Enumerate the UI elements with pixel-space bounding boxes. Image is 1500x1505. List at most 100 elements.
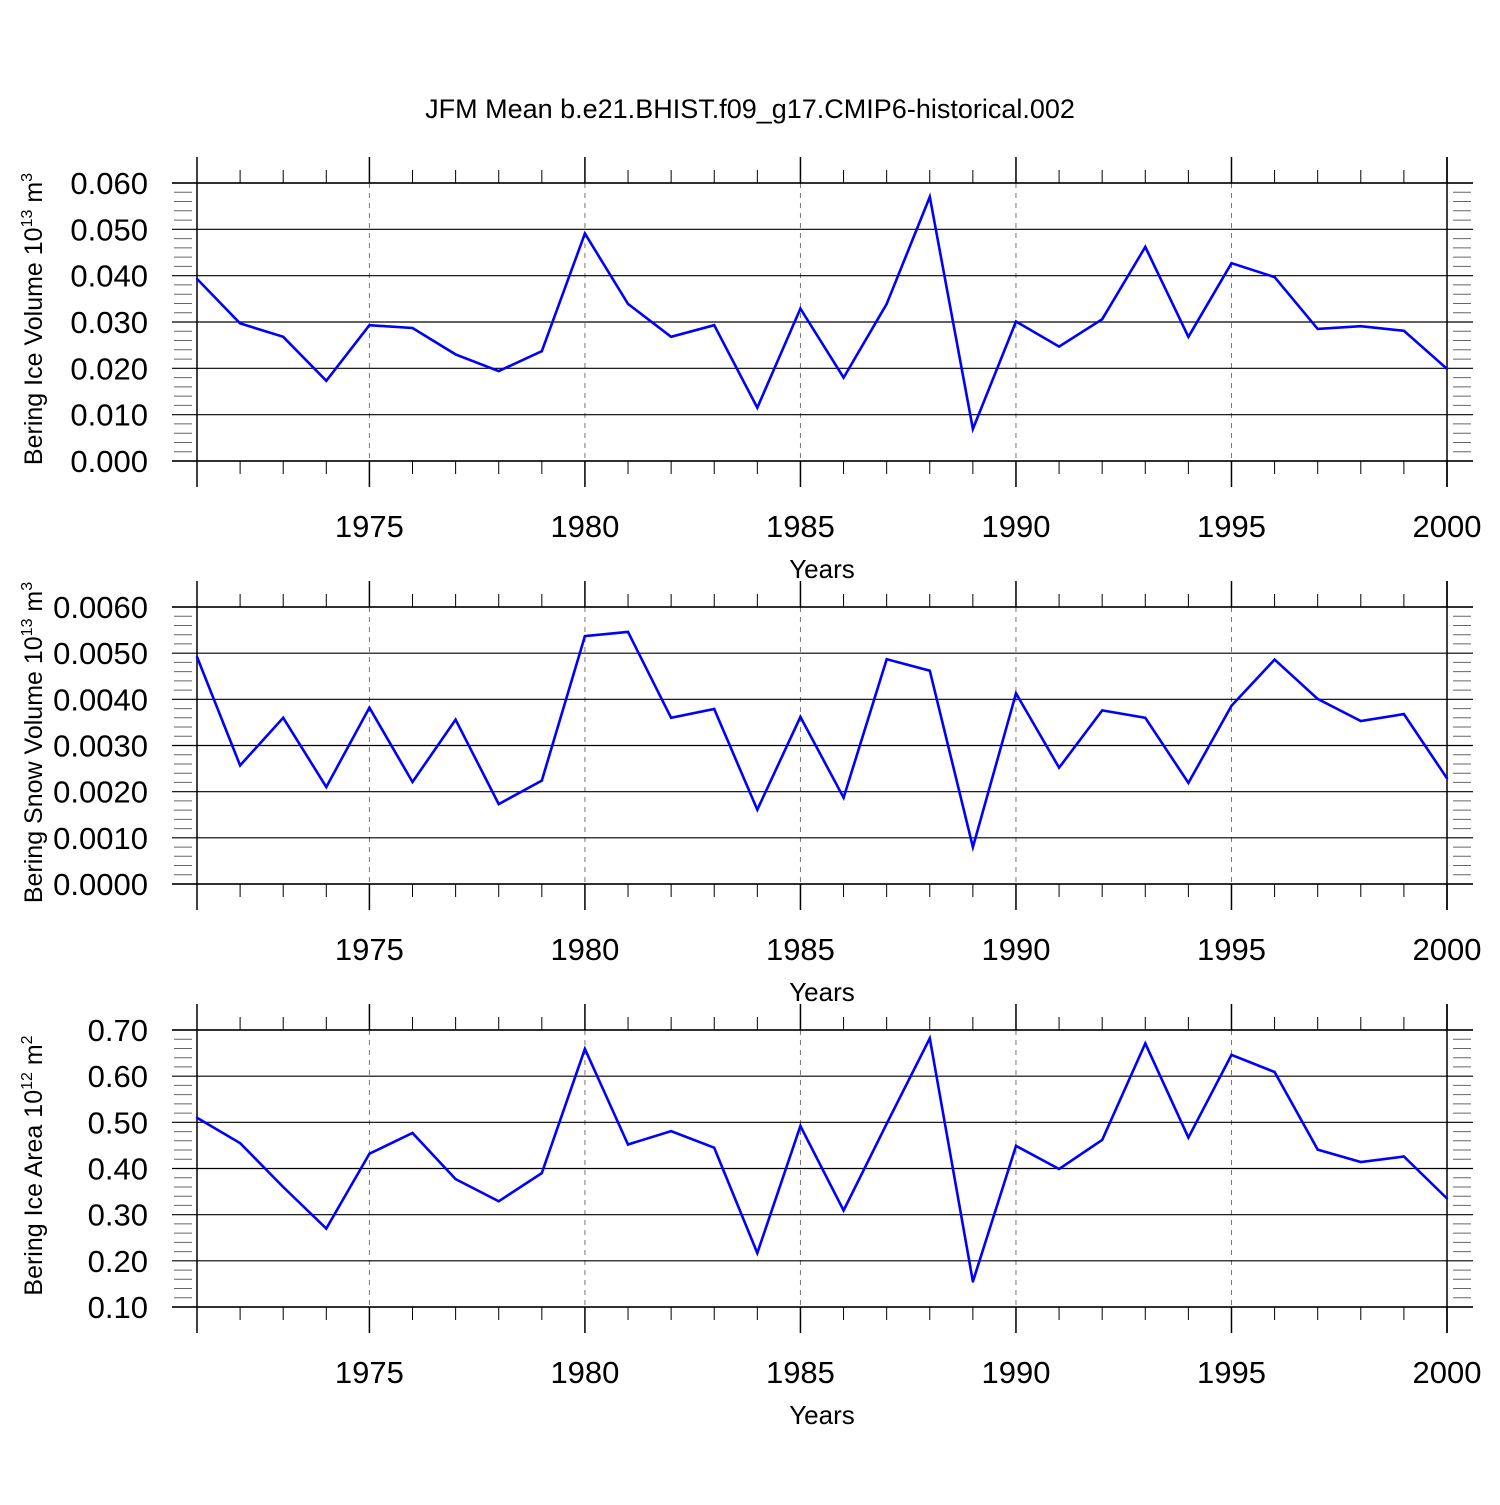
y-tick-label: 0.30 (88, 1198, 148, 1233)
data-point (1230, 704, 1233, 707)
data-point (1316, 697, 1319, 701)
data-point (238, 764, 242, 767)
y-tick-label: 0.050 (70, 212, 148, 247)
data-point (842, 376, 845, 379)
panel-2: 0.0000 0.0010 0.0020 0.0030 0.0040 0.0050 0.00… (19, 581, 1481, 1007)
y-axis-label-part: Bering Ice Volume 10 (20, 227, 48, 465)
y-tick-label: 0.10 (88, 1290, 148, 1325)
data-point (1445, 367, 1449, 370)
data-point (756, 808, 759, 811)
data-point (842, 1209, 845, 1212)
y-axis-label-superscript: 13 (19, 210, 36, 228)
data-point (1014, 320, 1018, 323)
y-axis-label-part: Bering Snow Volume 10 (20, 636, 48, 903)
data-point (282, 716, 285, 719)
data-point (1402, 329, 1406, 333)
y-tick-label: 0.50 (88, 1105, 148, 1140)
data-point (1316, 327, 1319, 331)
data-point (928, 195, 931, 199)
data-point (368, 706, 371, 709)
data-point (1187, 781, 1190, 785)
x-tick-label: 1995 (1197, 509, 1266, 544)
data-point (669, 335, 673, 339)
data-point (325, 379, 328, 383)
data-point (1057, 345, 1061, 348)
data-point (669, 1129, 673, 1133)
data-point (626, 302, 630, 306)
data-point (669, 716, 673, 719)
data-point (1359, 324, 1362, 328)
data-point (1230, 1053, 1233, 1057)
data-point (885, 1122, 888, 1125)
x-axis-label: Years (789, 1400, 855, 1430)
y-tick-label: 0.40 (88, 1152, 148, 1187)
y-tick-label: 0.0030 (53, 729, 148, 764)
data-point (1273, 275, 1276, 279)
data-point (1445, 777, 1449, 780)
x-tick-label: 1980 (550, 509, 619, 544)
data-point (1144, 245, 1147, 249)
panel-1: 0.000 0.010 0.020 0.030 0.040 0.050 0.060 1975 1… (19, 157, 1481, 584)
data-point (756, 406, 759, 409)
data-point (1187, 335, 1190, 339)
data-point (971, 427, 975, 431)
data-point (1144, 716, 1147, 719)
data-point (756, 1251, 759, 1255)
x-tick-label: 1990 (981, 1355, 1050, 1390)
data-point (583, 634, 587, 638)
data-point (282, 1185, 285, 1189)
y-tick-label: 0.040 (70, 259, 148, 294)
y-tick-label: 0.70 (88, 1013, 148, 1048)
y-axis-label-superscript: 13 (19, 618, 36, 636)
data-point (799, 307, 802, 310)
y-axis-label: Bering Ice Area 1012 m2 (19, 1035, 48, 1295)
data-point (971, 845, 975, 849)
x-tick-label: 2000 (1413, 1355, 1482, 1390)
x-tick-label: 1985 (766, 509, 835, 544)
y-tick-label: 0.010 (70, 398, 148, 433)
data-point (497, 802, 500, 806)
data-point (454, 353, 457, 356)
x-tick-label: 1975 (335, 509, 404, 544)
y-tick-label: 0.060 (70, 166, 148, 201)
y-tick-label: 0.020 (70, 351, 148, 386)
data-point (799, 715, 802, 719)
y-axis-label-part: m (20, 591, 48, 619)
y-tick-label: 0.0020 (53, 775, 148, 810)
y-tick-label: 0.0040 (53, 682, 148, 717)
x-tick-label: 1985 (766, 1355, 835, 1390)
data-point (1273, 1070, 1276, 1074)
y-axis-label-part: m (20, 182, 48, 210)
data-point (325, 1227, 328, 1230)
x-tick-label: 1975 (335, 1355, 404, 1390)
x-tick-label: 2000 (1413, 509, 1482, 544)
data-point (368, 1152, 371, 1155)
data-point (626, 1143, 630, 1146)
series-line (196, 1034, 1448, 1282)
y-tick-label: 0.030 (70, 305, 148, 340)
data-point (1359, 719, 1362, 723)
y-axis-label: Bering Snow Volume 1013 m3 (19, 582, 48, 903)
x-tick-label: 1995 (1197, 1355, 1266, 1390)
data-point (540, 1171, 544, 1175)
y-axis-label-part: Bering Ice Area 10 (20, 1090, 48, 1296)
data-point (583, 1047, 587, 1051)
data-point (971, 1280, 975, 1283)
data-point (411, 1131, 414, 1135)
data-point (411, 326, 414, 330)
data-point (368, 324, 371, 327)
data-point (928, 1037, 931, 1040)
data-point (1316, 1148, 1319, 1151)
data-point (195, 655, 199, 659)
data-point (454, 1177, 457, 1181)
data-point (497, 369, 500, 373)
x-tick-label: 1980 (550, 1355, 619, 1390)
data-point (238, 1141, 242, 1145)
data-point (713, 1146, 716, 1149)
data-point (238, 322, 242, 325)
data-point (885, 657, 888, 661)
data-point (713, 707, 716, 711)
data-point (497, 1200, 500, 1203)
y-tick-label: 0.0060 (53, 590, 148, 625)
